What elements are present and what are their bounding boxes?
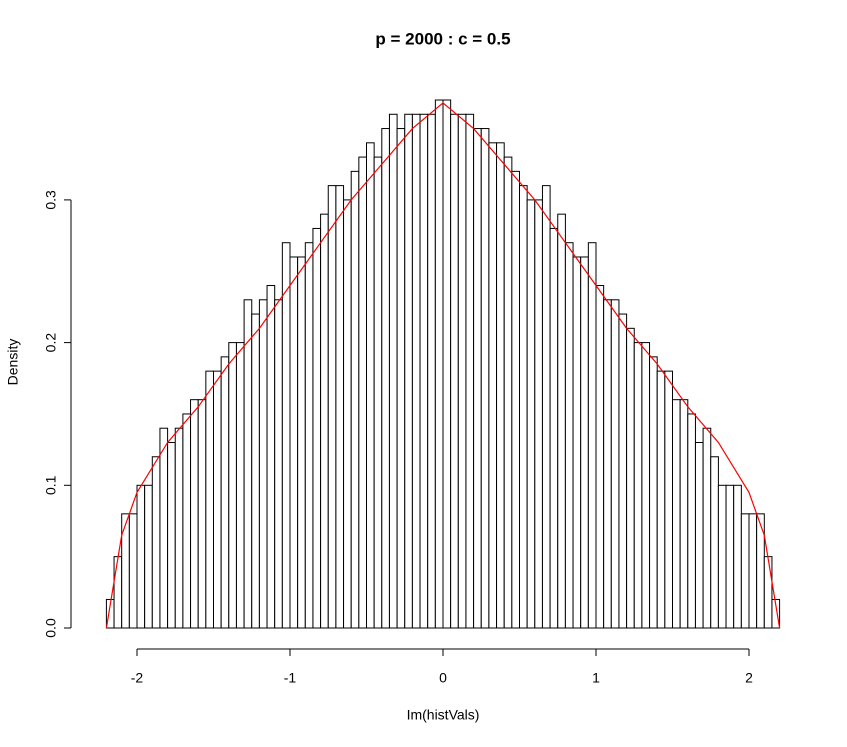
bar [396, 128, 406, 629]
density-curve [105, 102, 781, 629]
bar [694, 441, 704, 629]
bar [434, 99, 444, 629]
bar [297, 256, 306, 629]
x-tick-label: -1 [284, 670, 297, 686]
bar [350, 170, 360, 629]
bar [526, 199, 536, 629]
bar [327, 185, 337, 629]
bar [595, 285, 605, 629]
bar [496, 142, 505, 629]
bar [672, 399, 681, 629]
bar [113, 556, 123, 629]
bar [144, 484, 153, 629]
bar [702, 427, 712, 629]
bar [197, 399, 207, 629]
bar [488, 142, 498, 629]
bar [388, 113, 398, 629]
bar [243, 299, 253, 629]
bar [182, 413, 192, 629]
bar [358, 156, 368, 629]
chart-title: p = 2000 : c = 0.5 [375, 29, 510, 48]
bar [771, 598, 781, 629]
y-tick-label: 0.1 [43, 475, 59, 495]
bar [541, 185, 551, 629]
bar [266, 285, 276, 629]
bar [733, 484, 742, 629]
bar [641, 342, 651, 629]
bar [656, 370, 666, 629]
bar [251, 313, 260, 629]
bar [320, 213, 329, 629]
bar [626, 327, 635, 629]
bar [725, 484, 735, 629]
bar [763, 556, 773, 629]
bar [281, 242, 291, 629]
bar [381, 128, 390, 629]
bar [235, 342, 245, 629]
bar [687, 413, 696, 629]
y-tick-label: 0.2 [43, 333, 59, 353]
bar [664, 370, 673, 629]
bar [572, 256, 582, 629]
bar [190, 399, 199, 629]
bar [511, 170, 521, 629]
bar [450, 113, 459, 629]
bar [274, 299, 283, 629]
bar [174, 427, 184, 629]
bar [457, 113, 467, 629]
bar [343, 199, 352, 629]
y-tick-label: 0.3 [43, 190, 59, 210]
bar [213, 370, 222, 629]
y-axis-label: Density [5, 339, 21, 386]
bar [151, 456, 161, 629]
x-axis-label: Im(histVals) [407, 707, 480, 723]
x-tick-label: 2 [745, 670, 753, 686]
bar [534, 199, 543, 629]
bar [740, 513, 750, 629]
bar [717, 484, 727, 629]
bar [136, 484, 146, 629]
bar [649, 356, 658, 629]
bar [128, 513, 138, 629]
bar [564, 242, 574, 629]
bar [427, 113, 436, 629]
bar [335, 185, 345, 629]
bar [159, 427, 169, 629]
bar [366, 142, 375, 629]
bar [411, 113, 421, 629]
y-tick-label: 0.0 [43, 618, 59, 638]
bar [228, 342, 237, 629]
bar [465, 113, 475, 629]
bar [404, 113, 413, 629]
bar [580, 256, 589, 629]
bar [679, 399, 689, 629]
bar [557, 213, 566, 629]
bar [633, 342, 643, 629]
x-tick-label: 1 [592, 670, 600, 686]
bar [442, 99, 452, 629]
bar [167, 441, 176, 629]
bar [205, 370, 215, 629]
bar [419, 113, 429, 629]
bar [503, 156, 513, 629]
bar [610, 299, 620, 629]
bar [549, 227, 559, 629]
bar [289, 256, 299, 629]
bar [748, 513, 758, 629]
bar [312, 227, 322, 629]
bar [473, 128, 482, 629]
bar [373, 156, 383, 629]
bar [220, 356, 230, 629]
bar [480, 128, 490, 629]
bar [603, 299, 612, 629]
bar [618, 313, 628, 629]
bar [258, 299, 268, 629]
bar [304, 242, 314, 629]
bar [519, 185, 528, 629]
x-tick-label: 0 [439, 670, 447, 686]
bar [710, 456, 719, 629]
x-tick-label: -2 [131, 670, 144, 686]
bar [587, 242, 597, 629]
